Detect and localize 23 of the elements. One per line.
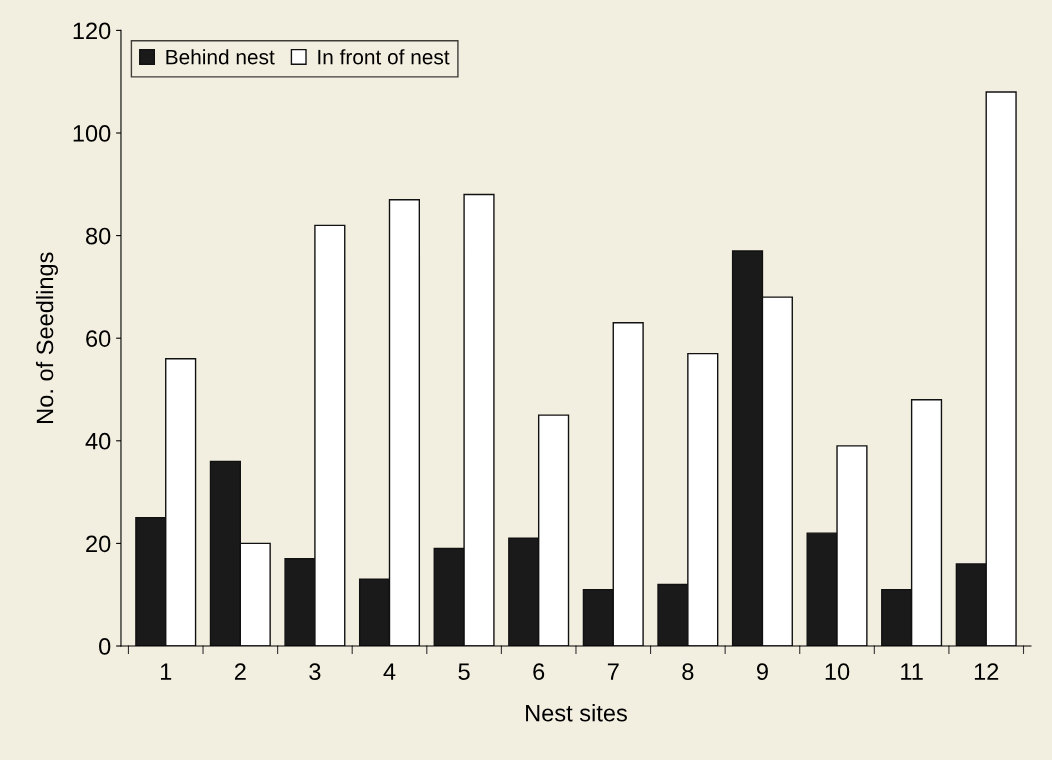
y-axis-title: No. of Seedlings — [35, 252, 58, 423]
x-axis-title: Nest sites — [526, 704, 627, 722]
x-tick-label: 5 — [458, 663, 470, 681]
y-tick-label: 20 — [86, 535, 111, 553]
x-tick-label: 9 — [756, 663, 768, 681]
legend-label: Behind nest — [166, 49, 275, 65]
x-tick-label: 12 — [974, 663, 999, 680]
x-tick-label: 11 — [901, 663, 923, 680]
y-tick-label: 100 — [73, 125, 111, 142]
x-tick-label: 7 — [607, 663, 619, 680]
x-tick-label: 10 — [825, 663, 850, 681]
y-tick-label: 120 — [73, 22, 111, 40]
x-tick-label: 3 — [309, 663, 321, 681]
y-tick-label: 0 — [99, 638, 111, 655]
legend-label: In front of nest — [318, 49, 450, 65]
x-tick-label: 4 — [383, 663, 396, 680]
x-tick-label: 8 — [682, 663, 694, 681]
y-tick-label: 40 — [85, 432, 111, 450]
y-tick-label: 60 — [86, 330, 111, 347]
x-tick-label: 2 — [234, 663, 246, 680]
x-tick-label: 1 — [160, 663, 172, 680]
x-tick-label: 6 — [533, 663, 545, 681]
y-tick-label: 80 — [86, 227, 111, 245]
